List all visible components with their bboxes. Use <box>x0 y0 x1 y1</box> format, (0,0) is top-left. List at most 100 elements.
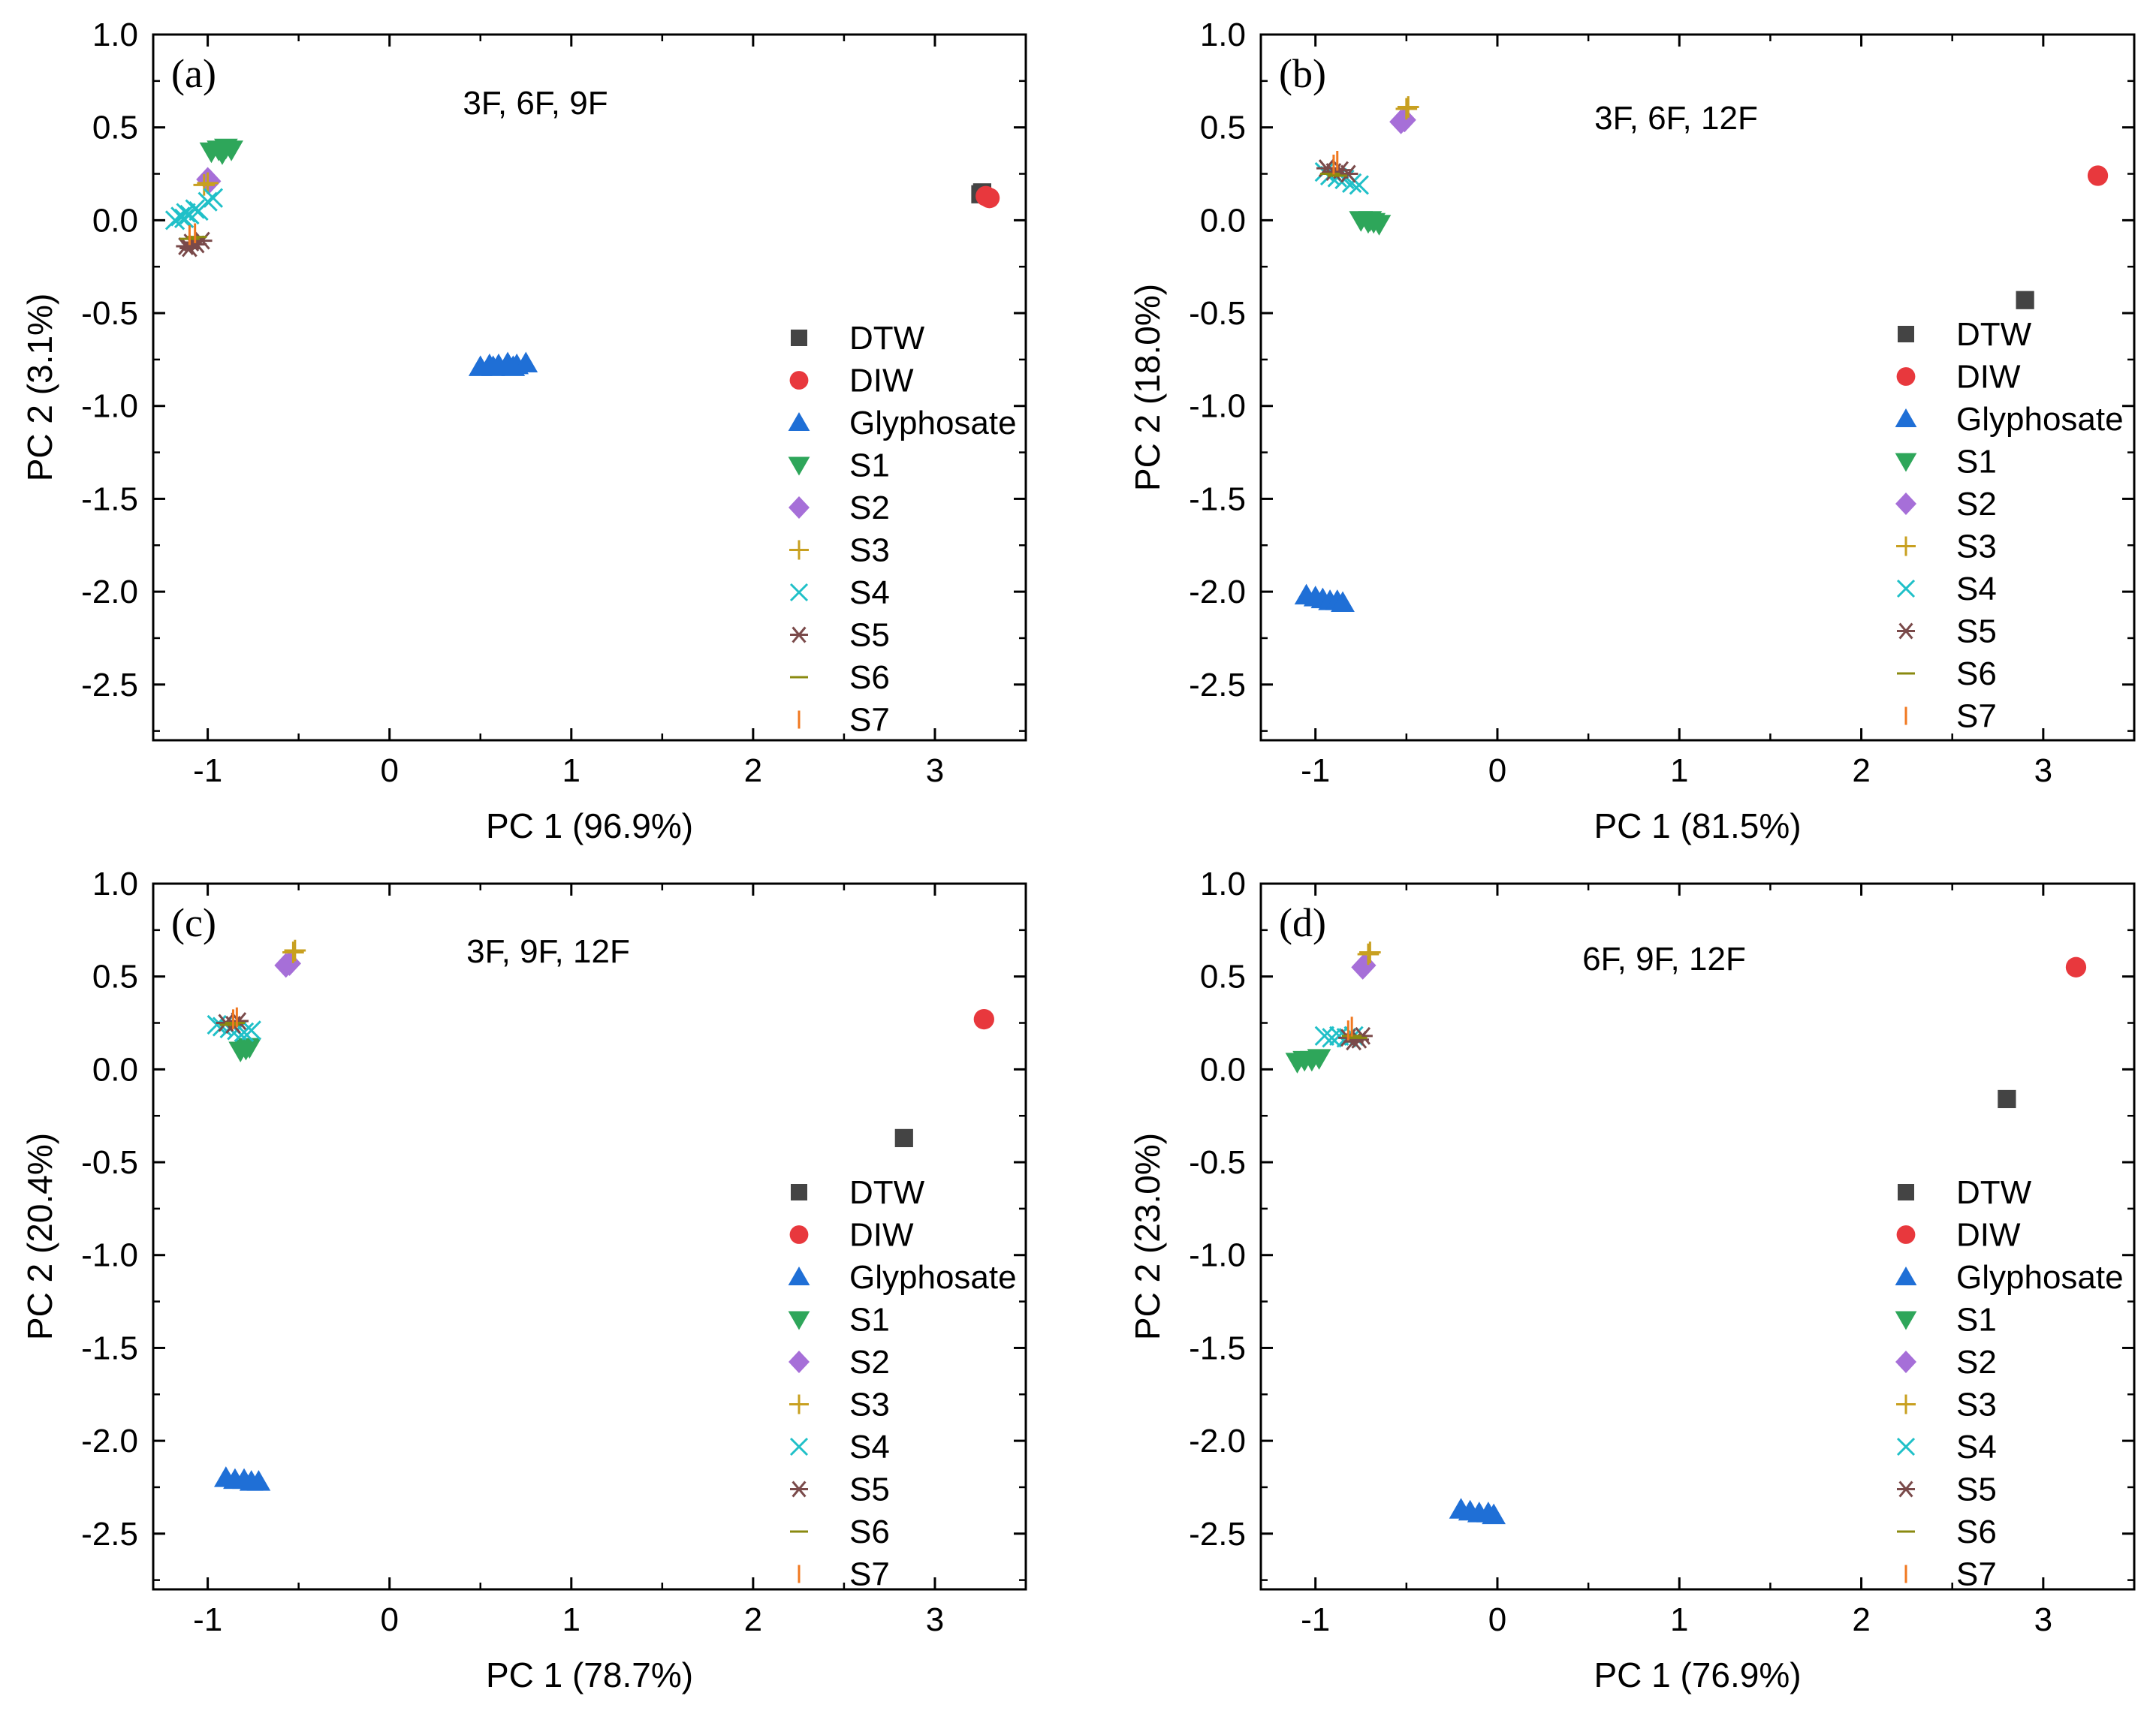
x-tick-label: 1 <box>1670 1601 1688 1638</box>
series-diw <box>973 1008 994 1030</box>
data-point <box>1357 943 1380 965</box>
legend-label: S4 <box>849 574 890 611</box>
y-tick-label: 0.0 <box>1200 202 1246 239</box>
legend-label: DIW <box>849 363 914 399</box>
legend-marker <box>789 1225 809 1244</box>
y-tick-label: -0.5 <box>1189 1144 1246 1181</box>
legend-marker <box>789 1394 809 1414</box>
series-s6 <box>1319 173 1347 177</box>
series-s3 <box>282 939 306 963</box>
legend-marker <box>791 330 807 346</box>
x-tick-label: 2 <box>744 1601 762 1638</box>
legend-marker <box>1896 536 1916 556</box>
legend-marker <box>789 371 809 390</box>
legend-marker <box>788 1267 810 1285</box>
legend-label: S3 <box>849 1387 890 1423</box>
y-tick-label: 0.0 <box>1200 1051 1246 1088</box>
y-tick-label: -1.5 <box>81 480 138 517</box>
series-diw <box>2087 165 2109 186</box>
annotation: 3F, 6F, 12F <box>1594 100 1758 137</box>
legend-marker <box>1896 579 1916 598</box>
series-s3 <box>193 172 219 196</box>
series-s7 <box>1346 1017 1353 1041</box>
x-tick-label: 1 <box>562 1601 580 1638</box>
data-point <box>237 1038 262 1059</box>
y-tick-label: -2.5 <box>1189 1516 1246 1553</box>
y-tick-label: -1.0 <box>81 1237 138 1274</box>
panel-label: (a) <box>171 51 216 96</box>
legend-label: S2 <box>1956 1344 1997 1381</box>
legend-label: Glyphosate <box>1956 401 2124 438</box>
legend-marker <box>789 540 809 560</box>
y-tick-label: -0.5 <box>81 295 138 332</box>
legend-marker <box>788 412 810 431</box>
data-point <box>1397 96 1419 118</box>
legend-label: S5 <box>849 617 890 654</box>
data-point <box>1307 1049 1331 1070</box>
annotation: 3F, 9F, 12F <box>466 933 630 970</box>
x-tick-label: 1 <box>562 752 580 789</box>
y-tick-label: 0.0 <box>92 1051 138 1088</box>
x-axis-title: PC 1 (96.9%) <box>486 806 693 845</box>
data-point <box>1322 1028 1342 1048</box>
series-s2 <box>274 950 301 978</box>
series-glyphosate <box>1294 583 1355 613</box>
y-tick-label: -2.0 <box>1189 574 1246 610</box>
x-axis-title: PC 1 (78.7%) <box>486 1655 693 1694</box>
legend-label: S6 <box>1956 655 1997 692</box>
series-dtw <box>2016 291 2034 309</box>
legend-label: S7 <box>849 702 890 739</box>
y-tick-label: 1.0 <box>92 866 138 902</box>
y-tick-label: -2.0 <box>81 574 138 610</box>
data-point <box>501 355 526 376</box>
plot-frame <box>152 882 1027 1591</box>
y-tick-label: -1.5 <box>1189 480 1246 517</box>
x-axis-title: PC 1 (76.9%) <box>1594 1655 1801 1694</box>
data-point <box>173 208 194 229</box>
legend-label: S7 <box>1956 698 1997 735</box>
legend-label: S7 <box>849 1556 890 1593</box>
legend-label: Glyphosate <box>849 405 1017 441</box>
legend-marker <box>1895 1351 1916 1373</box>
x-tick-label: 1 <box>1670 752 1688 789</box>
data-point <box>234 1022 255 1043</box>
annotation: 3F, 6F, 9F <box>463 85 608 122</box>
legend-label: S1 <box>849 447 890 484</box>
y-axis-title: PC 2 (18.0%) <box>1128 284 1167 491</box>
data-point <box>1358 211 1383 232</box>
series-diw <box>2065 956 2087 977</box>
data-point <box>2016 291 2034 309</box>
legend-label: S6 <box>849 1514 890 1550</box>
legend-label: S1 <box>1956 1302 1997 1339</box>
legend-label: S2 <box>849 489 890 526</box>
annotation: 6F, 9F, 12F <box>1582 941 1746 977</box>
legend-marker <box>1896 1437 1916 1456</box>
y-tick-label: -2.5 <box>81 667 138 703</box>
legend: DTW DIW Glyphosate S1 S2 S3 S4 S5 S6 S7 <box>788 320 1017 739</box>
x-tick-label: -1 <box>1301 1601 1330 1638</box>
legend-label: S5 <box>1956 613 1997 650</box>
plot-frame <box>152 33 1027 742</box>
series-s1 <box>228 1038 262 1063</box>
y-tick-label: 0.5 <box>1200 959 1246 996</box>
legend-label: S5 <box>1956 1471 1997 1508</box>
y-tick-label: 0.5 <box>92 110 138 146</box>
data-point <box>1482 1503 1506 1525</box>
legend-label: DIW <box>1956 359 2021 396</box>
y-tick-label: -1.0 <box>1189 1237 1246 1274</box>
y-tick-label: 0.0 <box>92 202 138 239</box>
legend-label: S2 <box>849 1344 890 1381</box>
data-point <box>198 191 218 212</box>
legend-label: DIW <box>849 1217 914 1254</box>
legend-marker <box>788 456 810 476</box>
data-point <box>1395 98 1418 120</box>
data-point <box>1393 107 1416 133</box>
data-point <box>185 199 205 219</box>
legend-label: S4 <box>849 1429 890 1465</box>
data-point <box>1314 1026 1334 1047</box>
x-tick-label: 3 <box>2034 752 2052 789</box>
legend-label: S3 <box>849 532 890 569</box>
x-tick-label: 0 <box>1488 752 1506 789</box>
legend-marker <box>789 1351 810 1373</box>
data-point <box>1331 591 1355 613</box>
